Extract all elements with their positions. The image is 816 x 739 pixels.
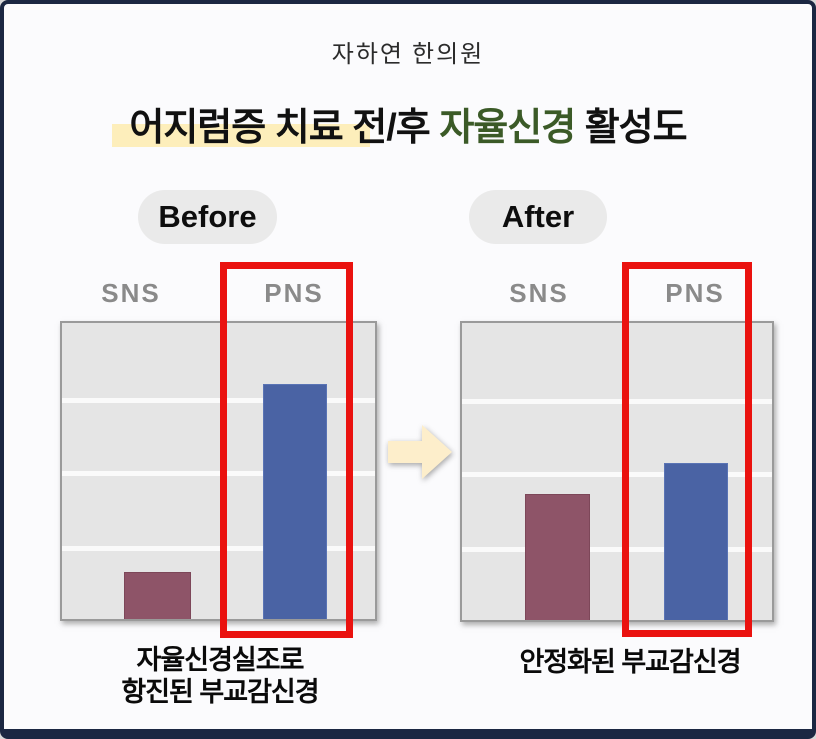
clinic-name: 자하연 한의원 — [331, 42, 485, 68]
caption-before: 자율신경실조로 항진된 부교감신경 — [121, 645, 319, 707]
pns-highlight-box-before — [220, 262, 353, 638]
gridline — [462, 398, 772, 404]
title-prefix: 어지럼증 치료 전/후 — [129, 107, 440, 149]
axis-label-before-sns: SNS — [101, 278, 161, 308]
caption-after: 안정화된 부교감신경 — [519, 647, 741, 677]
bar-before-pns — [263, 384, 327, 619]
title-highlight-bar — [112, 124, 370, 147]
chart-before — [60, 321, 377, 621]
chart-after — [460, 321, 774, 622]
arrow-right-icon — [388, 425, 452, 479]
gridline — [62, 398, 375, 404]
bar-after-pns — [664, 463, 728, 620]
pns-highlight-box-after — [622, 262, 752, 637]
title-accent: 자율신경 — [439, 107, 576, 149]
badge-after: After — [469, 190, 607, 244]
gridline — [62, 546, 375, 552]
axis-label-before-pns: PNS — [264, 278, 324, 308]
page-title: 어지럼증 치료 전/후 자율신경 활성도 — [4, 96, 812, 151]
axis-label-after-sns: SNS — [509, 278, 569, 308]
badge-before: Before — [138, 190, 277, 244]
gridline — [462, 547, 772, 553]
gridline — [62, 471, 375, 476]
axis-label-after-pns: PNS — [665, 278, 725, 308]
bar-after-sns — [525, 493, 590, 620]
bar-before-sns — [124, 572, 191, 619]
page-title-text: 어지럼증 치료 전/후 자율신경 활성도 — [129, 107, 688, 149]
title-suffix: 활성도 — [575, 107, 688, 149]
gridline — [462, 471, 772, 477]
